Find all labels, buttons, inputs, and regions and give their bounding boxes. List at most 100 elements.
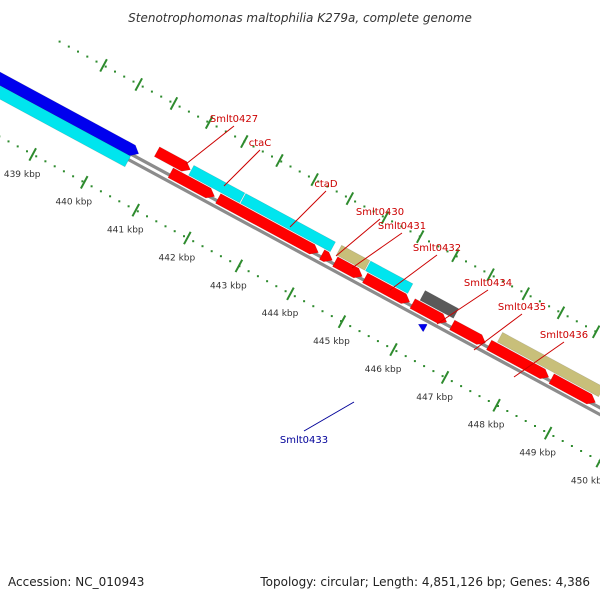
inner-dot bbox=[219, 255, 222, 258]
outer-tick-mark bbox=[240, 134, 249, 149]
inner-dot bbox=[256, 275, 259, 278]
map-title: Stenotrophomonas maltophilia K279a, comp… bbox=[128, 11, 472, 25]
gene-leader-line bbox=[473, 313, 523, 351]
kbp-tick-label: 439 kbp bbox=[4, 170, 41, 180]
inner-dot bbox=[192, 240, 195, 243]
gene-label-smlt0430: Smlt0430 bbox=[356, 207, 404, 218]
kbp-tick-mark bbox=[80, 175, 89, 189]
outer-dot bbox=[252, 145, 255, 148]
gene-leader-line bbox=[289, 190, 327, 228]
inner-dot bbox=[155, 220, 158, 223]
cds-smlt0430 bbox=[335, 244, 371, 271]
kbp-tick-mark bbox=[183, 231, 192, 245]
outer-dot bbox=[289, 165, 292, 168]
inner-dot bbox=[395, 350, 398, 353]
inner-dot bbox=[497, 405, 499, 407]
outer-dot bbox=[234, 135, 237, 138]
gene-label-smlt0432: Smlt0432 bbox=[413, 243, 461, 254]
inner-dot bbox=[16, 145, 19, 148]
gene-label-ctad: ctaD bbox=[314, 179, 338, 190]
inner-dot bbox=[580, 450, 583, 452]
outer-tick-mark bbox=[169, 96, 179, 111]
inner-dot bbox=[173, 230, 176, 233]
inner-dot bbox=[53, 165, 56, 168]
inner-dot bbox=[127, 205, 130, 208]
outer-dot bbox=[86, 55, 89, 58]
outer-dot bbox=[271, 155, 273, 158]
inner-dot bbox=[543, 430, 546, 432]
gene-label-smlt0433: Smlt0433 bbox=[280, 435, 328, 446]
outer-dot bbox=[58, 40, 61, 43]
outer-dot bbox=[511, 285, 514, 288]
kbp-tick-label: 442 kbp bbox=[159, 253, 196, 263]
outer-dot bbox=[557, 310, 560, 313]
inner-dot bbox=[561, 440, 564, 442]
inner-dot bbox=[376, 340, 379, 343]
outer-dot bbox=[132, 80, 135, 83]
outer-tick-mark bbox=[99, 58, 108, 73]
inner-dot bbox=[570, 445, 573, 447]
outer-dot bbox=[548, 305, 551, 308]
inner-dot bbox=[330, 315, 333, 318]
gene-features bbox=[0, 71, 600, 405]
outer-dot bbox=[455, 255, 458, 258]
outer-dot bbox=[474, 265, 477, 268]
kbp-tick-mark bbox=[131, 203, 140, 217]
kbp-tick-label: 449 kbp bbox=[519, 449, 556, 459]
inner-dot bbox=[432, 370, 435, 373]
kbp-tick-label: 444 kbp bbox=[262, 309, 299, 319]
cds-red bbox=[215, 193, 319, 255]
inner-dot bbox=[469, 390, 472, 393]
cds-smlt0431 bbox=[364, 260, 414, 294]
outer-dot bbox=[169, 100, 172, 103]
outer-dot bbox=[114, 70, 116, 73]
inner-dot bbox=[44, 160, 47, 163]
outer-dot bbox=[529, 295, 532, 298]
outer-dot bbox=[483, 270, 486, 273]
outer-tick-mark bbox=[204, 115, 214, 130]
inner-dot bbox=[90, 185, 93, 188]
outer-dot bbox=[206, 120, 209, 123]
outer-dot bbox=[317, 180, 320, 183]
cds-blue-partial bbox=[0, 71, 140, 157]
inner-dot bbox=[589, 455, 592, 457]
outer-dot bbox=[381, 215, 384, 218]
cds-red bbox=[548, 373, 596, 405]
outer-dot bbox=[95, 60, 98, 63]
kbp-tick-label: 448 kbp bbox=[468, 421, 505, 431]
inner-dot bbox=[552, 435, 555, 437]
outer-tick-mark bbox=[486, 268, 495, 282]
inner-dot bbox=[164, 225, 167, 228]
outer-dot bbox=[363, 205, 366, 208]
inner-dot bbox=[534, 425, 536, 427]
gene-label-smlt0436: Smlt0436 bbox=[540, 330, 588, 341]
kbp-tick-mark bbox=[28, 147, 37, 162]
inner-dot bbox=[303, 300, 306, 303]
gene-label-ctac: ctaC bbox=[249, 138, 272, 149]
inner-dot bbox=[7, 140, 10, 143]
cds-red bbox=[167, 167, 216, 199]
inner-dot bbox=[136, 210, 139, 213]
kbp-tick-mark bbox=[286, 287, 295, 301]
outer-dot bbox=[197, 115, 200, 118]
tick-dot-guides bbox=[0, 40, 600, 462]
cds-smlt0427 bbox=[153, 146, 191, 172]
inner-dot bbox=[275, 285, 278, 288]
outer-tick-mark bbox=[134, 77, 143, 92]
gene-label-smlt0435: Smlt0435 bbox=[498, 302, 546, 313]
outer-dot bbox=[446, 250, 449, 253]
inner-dot bbox=[349, 325, 352, 328]
outer-dot bbox=[391, 220, 394, 223]
gene-leader-line bbox=[436, 289, 489, 325]
inner-dot bbox=[515, 415, 518, 417]
inner-dot bbox=[478, 395, 481, 398]
inner-dot bbox=[183, 235, 185, 238]
inner-dot bbox=[506, 410, 509, 412]
outer-dot bbox=[428, 240, 430, 243]
inner-dot bbox=[450, 380, 453, 383]
kbp-tick-mark bbox=[543, 426, 553, 440]
outer-tick-mark bbox=[345, 191, 355, 206]
gene-leader-line bbox=[389, 254, 438, 291]
outer-dot bbox=[261, 150, 264, 153]
outer-dot bbox=[280, 160, 283, 163]
